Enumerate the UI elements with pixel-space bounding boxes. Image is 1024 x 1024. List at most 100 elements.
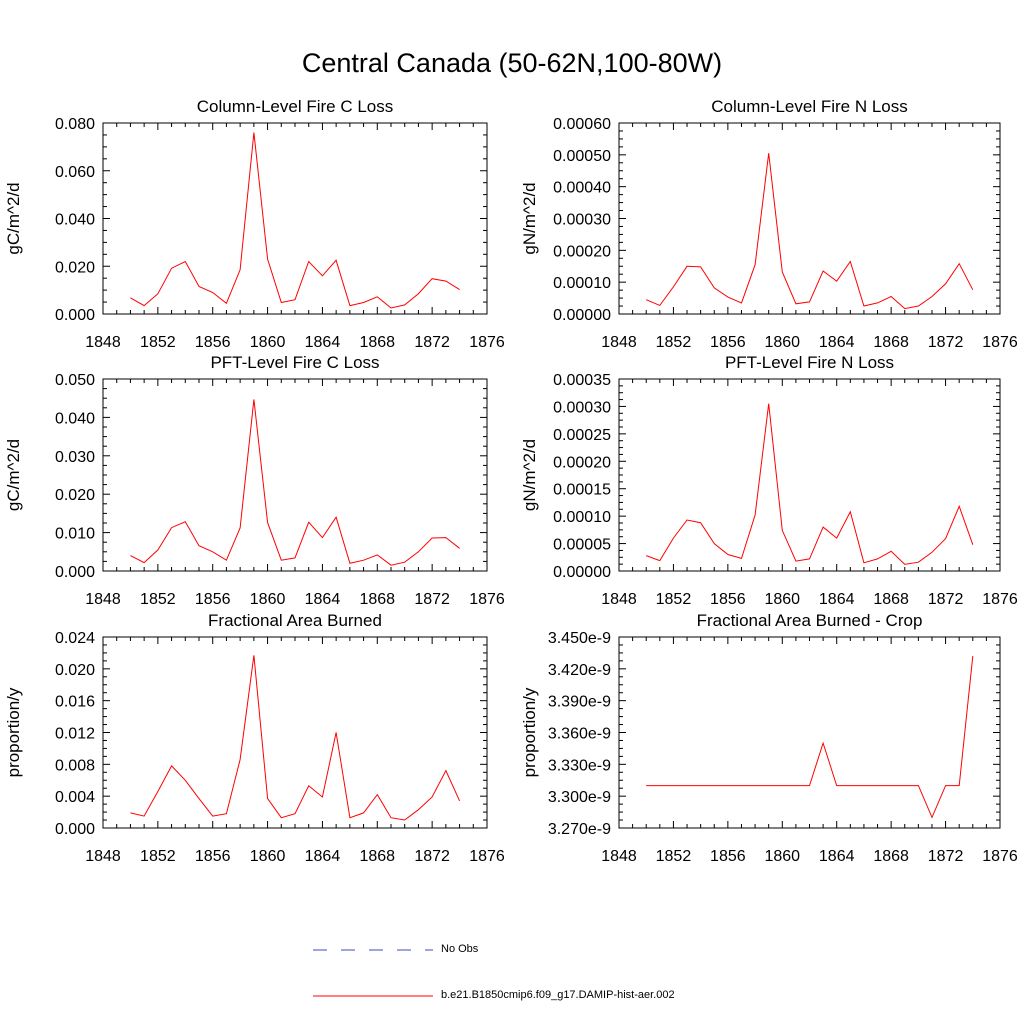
panel-2-xtick-label: 1876 (982, 334, 1018, 351)
panel-1-series-line-1 (130, 132, 460, 309)
panel-5-xtick-label: 1872 (414, 848, 450, 865)
panel-3-ytick-label: 0.050 (55, 372, 95, 389)
panel-6-ytick-label: 3.300e-9 (548, 789, 611, 806)
panel-6-ytick-label: 3.390e-9 (548, 694, 611, 711)
panel-3-frame (102, 378, 488, 572)
panel-6-xtick-label: 1860 (764, 848, 800, 865)
panel-2-xtick-label: 1872 (928, 334, 964, 351)
panel-4-xtick-label: 1868 (873, 591, 909, 608)
panel-2-xtick-label: 1868 (873, 334, 909, 351)
panel-2-ytick-label: 0.00020 (553, 243, 611, 260)
panel-4-xtick-label: 1864 (819, 591, 855, 608)
panel-4-xtick-label: 1876 (982, 591, 1018, 608)
panel-2-ytick-label: 0.00060 (553, 116, 611, 133)
panel-2-xtick-label: 1860 (764, 334, 800, 351)
panel-4-frame (618, 378, 1001, 572)
panel-1-ytick-label: 0.060 (55, 164, 95, 181)
panel-4-ytick-label: 0.00005 (553, 537, 611, 554)
panel-6-xtick-label: 1848 (601, 848, 637, 865)
panel-6-xtick-label: 1868 (873, 848, 909, 865)
panel-5-ylabel: proportion/y (4, 687, 23, 777)
panel-6-ytick-label: 3.420e-9 (548, 662, 611, 679)
panel-3-series-line-1 (130, 399, 460, 566)
panel-2-ytick-label: 0.00000 (553, 307, 611, 324)
panel-6-xtick-label: 1876 (982, 848, 1018, 865)
panel-4-ytick-label: 0.00020 (553, 454, 611, 471)
panel-5-ytick-label: 0.020 (55, 662, 95, 679)
panel-5-xtick-label: 1852 (140, 848, 176, 865)
panel-6-series-line-1 (646, 656, 974, 819)
panel-5-xtick-label: 1864 (305, 848, 341, 865)
panel-3-xtick-label: 1852 (140, 591, 176, 608)
panel-5-ytick-label: 0.008 (55, 757, 95, 774)
panel-3-ytick-label: 0.040 (55, 410, 95, 427)
panel-5-series-line-1 (130, 655, 461, 821)
panel-5-title: Fractional Area Burned (208, 611, 382, 630)
panel-3-xtick-label: 1876 (469, 591, 505, 608)
panel-3-ytick-label: 0.030 (55, 449, 95, 466)
panel-4-xtick-label: 1860 (764, 591, 800, 608)
panel-3-xtick-label: 1864 (305, 591, 341, 608)
panel-1-xtick-label: 1876 (469, 334, 505, 351)
panel-2-ytick-label: 0.00050 (553, 148, 611, 165)
panel-2-ytick-label: 0.00010 (553, 275, 611, 292)
panel-4-ytick-label: 0.00015 (553, 482, 611, 499)
panel-1-xtick-label: 1864 (305, 334, 341, 351)
panel-5-ytick-label: 0.012 (55, 726, 95, 743)
panel-1-xtick-label: 1868 (359, 334, 395, 351)
figure-title: Central Canada (50-62N,100-80W) (301, 48, 723, 78)
panel-3-ytick-label: 0.020 (55, 487, 95, 504)
panel-2-frame (618, 122, 1001, 315)
panel-5-xtick-label: 1868 (359, 848, 395, 865)
panel-5-ytick-label: 0.000 (55, 821, 95, 838)
panel-2-xtick-label: 1848 (601, 334, 637, 351)
panel-3-xtick-label: 1872 (414, 591, 450, 608)
panel-3-xtick-label: 1848 (85, 591, 121, 608)
panel-1-xtick-label: 1852 (140, 334, 176, 351)
panel-4-xtick-label: 1852 (656, 591, 692, 608)
panel-2-title: Column-Level Fire N Loss (711, 97, 908, 116)
panel-6-ytick-label: 3.270e-9 (548, 821, 611, 838)
panel-1-ytick-label: 0.020 (55, 259, 95, 276)
panel-3-title: PFT-Level Fire C Loss (210, 353, 379, 372)
panel-4-title: PFT-Level Fire N Loss (725, 353, 894, 372)
panel-1-frame (102, 122, 488, 315)
panel-6-xtick-label: 1864 (819, 848, 855, 865)
panel-4-ytick-label: 0.00000 (553, 564, 611, 581)
panel-6-ytick-label: 3.360e-9 (548, 726, 611, 743)
panel-3-xtick-label: 1860 (250, 591, 286, 608)
panel-2-xtick-label: 1864 (819, 334, 855, 351)
panel-6-ylabel: proportion/y (520, 687, 539, 777)
panel-1-ytick-label: 0.000 (55, 307, 95, 324)
panel-1-xtick-label: 1856 (195, 334, 231, 351)
panel-1-ytick-label: 0.080 (55, 116, 95, 133)
panel-6-title: Fractional Area Burned - Crop (697, 611, 923, 630)
panel-3-ytick-label: 0.010 (55, 526, 95, 543)
panel-2-series-line-1 (646, 153, 974, 310)
panel-5-xtick-label: 1876 (469, 848, 505, 865)
panel-1-xtick-label: 1848 (85, 334, 121, 351)
panel-1-ylabel: gC/m^2/d (4, 182, 23, 254)
panel-3-ylabel: gC/m^2/d (4, 439, 23, 511)
panel-5-xtick-label: 1860 (250, 848, 286, 865)
panel-1-title: Column-Level Fire C Loss (197, 97, 394, 116)
panel-6-frame (618, 636, 1001, 829)
panel-4-xtick-label: 1848 (601, 591, 637, 608)
panel-4-ylabel: gN/m^2/d (520, 439, 539, 511)
panel-4-ytick-label: 0.00035 (553, 372, 611, 389)
panel-1-xtick-label: 1860 (250, 334, 286, 351)
panel-6-ytick-label: 3.450e-9 (548, 630, 611, 647)
panel-6-xtick-label: 1856 (710, 848, 746, 865)
panel-3-xtick-label: 1856 (195, 591, 231, 608)
panel-5-ytick-label: 0.004 (55, 789, 95, 806)
panel-3-xtick-label: 1868 (359, 591, 395, 608)
panel-6-xtick-label: 1852 (656, 848, 692, 865)
panel-2-ylabel: gN/m^2/d (520, 182, 539, 254)
panel-5-ytick-label: 0.024 (55, 630, 95, 647)
panel-4-xtick-label: 1872 (928, 591, 964, 608)
panel-2-ytick-label: 0.00040 (553, 180, 611, 197)
panel-5-xtick-label: 1856 (195, 848, 231, 865)
panel-4-ytick-label: 0.00025 (553, 427, 611, 444)
panel-1-xtick-label: 1872 (414, 334, 450, 351)
